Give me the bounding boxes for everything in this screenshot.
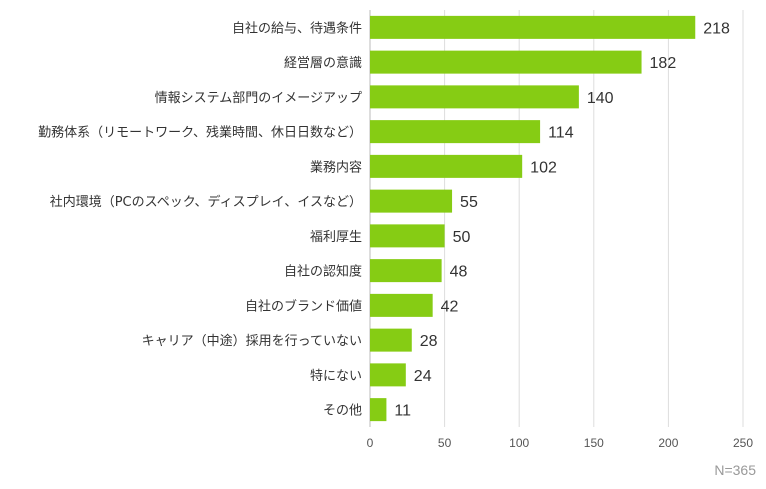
data-label: 48 xyxy=(450,264,468,281)
bar xyxy=(370,15,696,39)
data-label: 218 xyxy=(703,20,730,37)
data-label: 182 xyxy=(650,55,677,72)
x-tick-label: 200 xyxy=(658,436,678,450)
bar xyxy=(370,154,523,178)
data-label: 140 xyxy=(587,90,614,107)
sample-size-note: N=365 xyxy=(714,462,756,478)
data-label: 42 xyxy=(441,298,459,315)
x-tick-label: 50 xyxy=(438,436,452,450)
bar xyxy=(370,259,442,283)
data-label: 24 xyxy=(414,368,432,385)
category-label: キャリア（中途）採用を行っていない xyxy=(142,333,362,349)
category-label: 勤務体系（リモートワーク、残業時間、休日日数など） xyxy=(38,125,362,141)
category-label: 自社の認知度 xyxy=(284,264,362,280)
data-label: 50 xyxy=(453,229,471,246)
category-label: 業務内容 xyxy=(310,159,362,175)
x-tick-label: 0 xyxy=(367,436,374,450)
data-label: 102 xyxy=(530,159,557,176)
category-label: その他 xyxy=(323,404,362,419)
data-label: 28 xyxy=(420,333,438,350)
x-tick-label: 250 xyxy=(733,436,753,450)
data-label: 11 xyxy=(394,403,411,420)
category-label: 特にない xyxy=(310,369,362,384)
bar xyxy=(370,293,433,317)
bar xyxy=(370,50,642,74)
bar xyxy=(370,328,412,352)
bar xyxy=(370,224,445,248)
data-label: 114 xyxy=(548,125,574,142)
bar xyxy=(370,363,406,387)
bar xyxy=(370,120,541,144)
category-label: 社内環境（PCのスペック、ディスプレイ、イスなど） xyxy=(50,194,362,210)
bar xyxy=(370,189,453,213)
category-label: 福利厚生 xyxy=(310,230,362,245)
category-label: 自社の給与、待遇条件 xyxy=(232,20,362,36)
bar xyxy=(370,398,387,422)
x-tick-label: 150 xyxy=(584,436,604,450)
bar xyxy=(370,85,579,109)
category-label: 経営層の意識 xyxy=(284,55,362,71)
x-tick-label: 100 xyxy=(509,436,529,450)
category-label: 自社のブランド価値 xyxy=(245,298,362,314)
category-label: 情報システム部門のイメージアップ xyxy=(155,91,362,106)
data-label: 55 xyxy=(460,194,478,211)
